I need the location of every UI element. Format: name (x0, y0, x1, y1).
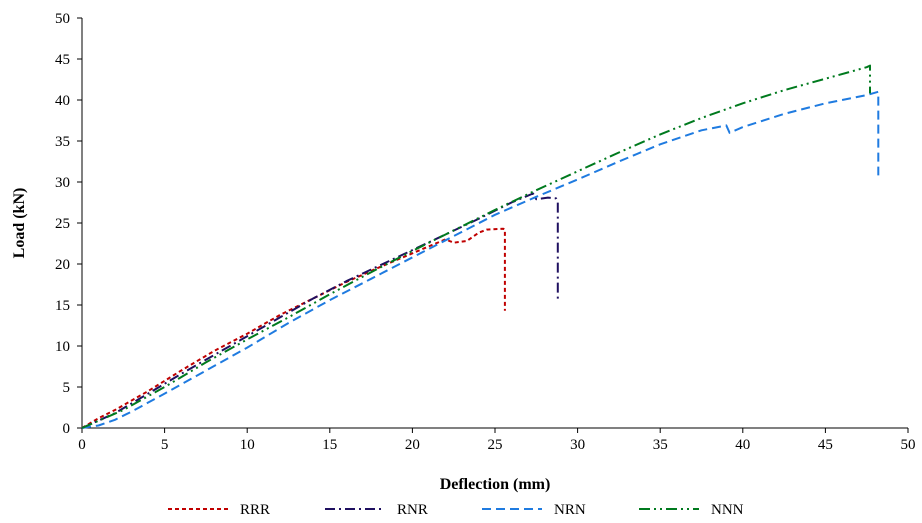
x-tick-label: 45 (818, 437, 833, 453)
y-tick-label: 5 (63, 380, 71, 396)
x-tick-label: 30 (570, 437, 585, 453)
y-tick-label: 25 (55, 216, 70, 232)
x-axis-ticks: 0 5 10 15 20 25 30 35 40 45 50 (78, 428, 916, 453)
legend-label-rrr: RRR (240, 502, 270, 518)
y-axis-title: Load (kN) (11, 188, 28, 259)
y-tick-label: 0 (63, 421, 71, 437)
y-tick-label: 45 (55, 52, 70, 68)
legend-label-nrn: NRN (554, 502, 586, 518)
y-tick-label: 20 (55, 257, 70, 273)
x-tick-label: 10 (240, 437, 255, 453)
legend-label-rnr: RNR (397, 502, 428, 518)
x-tick-label: 25 (488, 437, 503, 453)
y-tick-label: 10 (55, 339, 70, 355)
y-tick-label: 50 (55, 11, 70, 27)
series-line-rnr (81, 192, 559, 429)
x-tick-label: 5 (161, 437, 169, 453)
x-tick-label: 50 (901, 437, 916, 453)
y-axis-ticks: 0 5 10 15 20 25 30 35 40 45 50 (55, 11, 82, 437)
x-tick-label: 35 (653, 437, 668, 453)
x-axis-title: Deflection (mm) (440, 476, 551, 493)
series-line-nnn (81, 64, 871, 429)
x-tick-label: 0 (78, 437, 86, 453)
x-tick-label: 40 (735, 437, 750, 453)
y-tick-label: 30 (55, 175, 70, 191)
x-tick-label: 20 (405, 437, 420, 453)
x-tick-label: 15 (322, 437, 337, 453)
chart-legend: RRR RNR NRN NNN (168, 502, 744, 518)
y-tick-label: 40 (55, 93, 70, 109)
y-tick-label: 35 (55, 134, 70, 150)
series-lines (81, 64, 880, 429)
y-tick-label: 15 (55, 298, 70, 314)
legend-label-nnn: NNN (711, 502, 744, 518)
series-line-nrn (81, 90, 880, 429)
